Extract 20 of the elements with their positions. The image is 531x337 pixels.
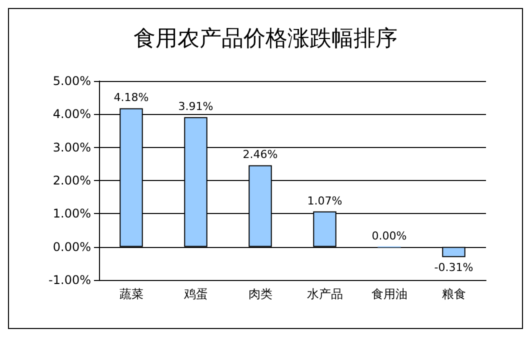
y-tick-label: 4.00% <box>52 107 91 122</box>
x-tick-label: 粮食 <box>442 287 466 301</box>
data-label: 4.18% <box>114 91 149 104</box>
x-tick-label: 水产品 <box>306 287 343 301</box>
data-label: 0.00% <box>372 229 407 242</box>
data-label: 1.07% <box>307 194 342 208</box>
data-label: -0.31% <box>434 261 474 274</box>
chart-title: 食用农产品价格涨跌幅排序 <box>134 26 398 52</box>
data-label: 2.46% <box>242 148 278 162</box>
y-tick-label: 3.00% <box>52 140 91 154</box>
x-tick-label: 鸡蛋 <box>182 287 208 301</box>
x-tick-label: 肉类 <box>248 287 272 301</box>
y-tick-label: -1.00% <box>48 273 91 287</box>
x-tick-label: 蔬菜 <box>119 287 144 301</box>
data-label: 3.91% <box>178 100 214 114</box>
y-tick-label: 5.00% <box>52 74 91 88</box>
x-tick-label: 食用油 <box>371 287 408 301</box>
y-tick-label: 1.00% <box>52 206 91 221</box>
y-tick-label: 0.00% <box>52 240 91 254</box>
y-tick-label: 2.00% <box>52 174 91 188</box>
